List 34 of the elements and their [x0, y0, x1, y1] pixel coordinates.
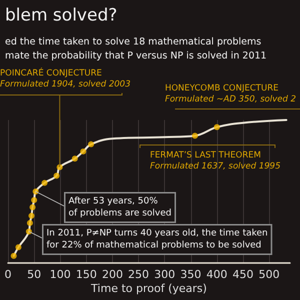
point — [192, 132, 198, 139]
x-tick-label: 50 — [27, 268, 42, 281]
point — [88, 141, 94, 148]
chart-title: blem solved? — [5, 6, 118, 26]
chart-subtitle: ed the time taken to solve 18 mathematical problems mate the probability that P versus NP is solved in 2011 — [5, 36, 267, 62]
point — [15, 244, 22, 250]
annotation: FERMAT’S LAST THEOREM Formulated 1637, solved 1995 — [150, 150, 280, 172]
point — [42, 180, 48, 186]
x-tick-label: 350 — [180, 268, 202, 281]
annotation: After 53 years, 50% of problems are solved — [68, 196, 172, 218]
x-tick-label: 450 — [232, 268, 254, 281]
point — [28, 212, 34, 219]
point — [214, 124, 220, 130]
x-tick-label: 300 — [154, 268, 176, 281]
annotation: POINCARÉ CONJECTURE Formulated 1904, solved 2003 — [0, 68, 130, 90]
x-axis-title: Time to proof (years) — [90, 282, 207, 295]
x-tick-label: 0 — [4, 268, 12, 281]
point — [10, 252, 17, 259]
point — [30, 204, 36, 210]
annotation: In 2011, P≠NP turns 40 years old, the time taken for 22% of mathematical problems to be solved — [46, 228, 268, 250]
x-tick-label: 500 — [258, 268, 280, 281]
point — [80, 148, 86, 154]
x-tick-label: 100 — [50, 268, 71, 281]
point — [31, 197, 38, 204]
x-tick-label: 400 — [206, 268, 228, 281]
point — [54, 172, 60, 179]
point — [72, 156, 78, 162]
point — [32, 188, 39, 194]
x-tick-label: 150 — [76, 268, 97, 281]
point — [26, 220, 33, 226]
point — [26, 228, 32, 235]
annotation: HONEYCOMB CONJECTURE Formulated ~AD 350, solved 2 — [164, 84, 296, 104]
x-tick-label: 200 — [102, 268, 123, 281]
x-tick-label: 250 — [128, 268, 150, 281]
